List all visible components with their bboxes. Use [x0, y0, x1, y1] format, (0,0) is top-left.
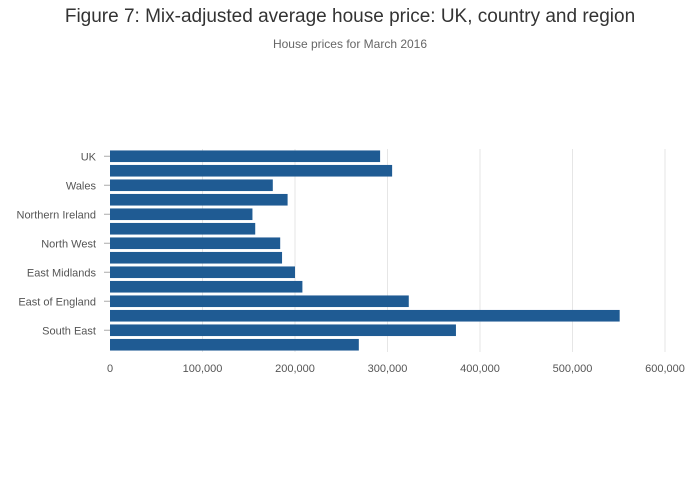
y-tick-label: East of England	[18, 296, 96, 308]
x-tick-label: 100,000	[183, 363, 223, 375]
chart-title: Figure 7: Mix-adjusted average house pri…	[64, 6, 636, 27]
bar	[110, 295, 409, 308]
y-axis-labels: UK Wales Northern Ireland North West East Mi…	[17, 151, 110, 337]
bar	[110, 309, 620, 322]
bar	[110, 251, 283, 264]
bar	[110, 324, 456, 337]
bar	[110, 266, 295, 279]
y-tick-label: Wales	[66, 180, 97, 192]
bar	[110, 164, 393, 177]
x-tick-label: 600,000	[645, 363, 685, 375]
x-tick-label: 500,000	[553, 363, 593, 375]
y-tick-label: Northern Ireland	[17, 209, 97, 221]
bar	[110, 193, 288, 206]
bar	[110, 280, 303, 293]
x-tick-label: 300,000	[368, 363, 408, 375]
bar	[110, 222, 256, 235]
bar	[110, 150, 381, 163]
x-axis-labels: 0 100,000 200,000 300,000 400,000 500,000 600,…	[107, 363, 685, 375]
y-tick-label: North West	[41, 238, 96, 250]
x-tick-label: 400,000	[460, 363, 500, 375]
x-tick-label: 200,000	[275, 363, 315, 375]
bar	[110, 179, 273, 192]
bar	[110, 208, 253, 221]
bar	[110, 338, 359, 351]
y-tick-label: East Midlands	[27, 267, 97, 279]
chart-subtitle: House prices for March 2016	[272, 37, 428, 51]
x-tick-label: 0	[107, 363, 113, 375]
y-tick-label: UK	[81, 151, 97, 163]
bars	[110, 150, 620, 351]
y-tick-label: South East	[42, 325, 96, 337]
bar	[110, 237, 281, 250]
